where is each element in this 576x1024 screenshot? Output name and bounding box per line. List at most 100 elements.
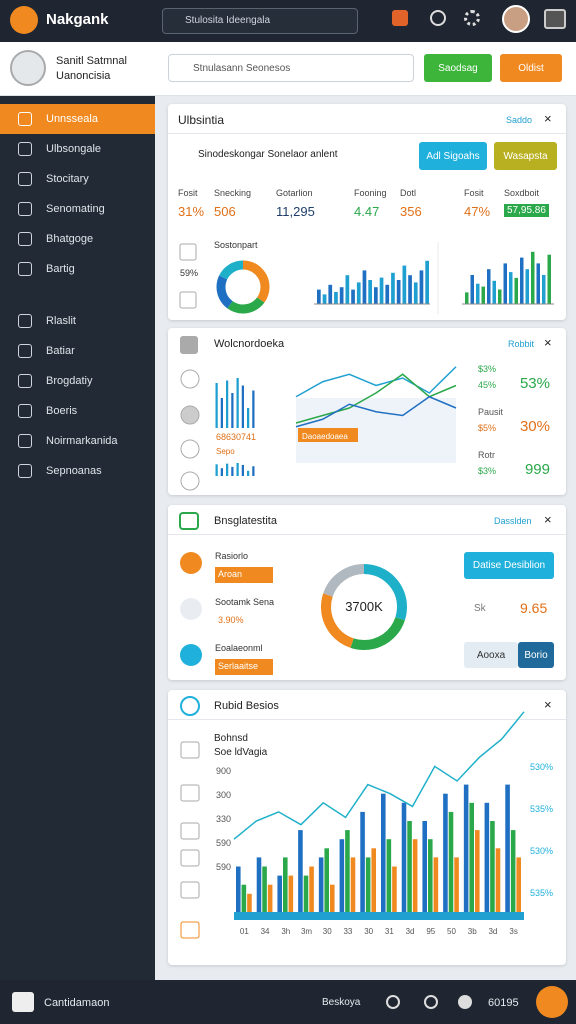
- button[interactable]: Datise Desiblion: [464, 552, 554, 579]
- menu-icon: [18, 112, 32, 126]
- toolbar: Sanitl Satmnal Uanoncisia Stnulasann Seo…: [0, 42, 576, 96]
- icon[interactable]: [386, 995, 400, 1009]
- bar: [339, 287, 344, 304]
- icon: [180, 471, 200, 491]
- stat-label: Sk: [474, 603, 486, 614]
- menu-item[interactable]: Noirmarkanida: [46, 435, 118, 447]
- stat-value: 9.65: [520, 600, 548, 616]
- menu-item[interactable]: Unnsseala: [0, 104, 155, 134]
- icon: [180, 849, 200, 867]
- bar: [360, 811, 365, 912]
- link[interactable]: Robbit: [508, 339, 535, 349]
- button[interactable]: Adl Sigoahs: [419, 142, 487, 170]
- bar: [371, 848, 376, 912]
- bar: [236, 463, 239, 476]
- settings[interactable]: [464, 10, 480, 26]
- stat-label: Fosit: [464, 188, 484, 198]
- close[interactable]: ×: [544, 335, 552, 350]
- window-btn[interactable]: [544, 9, 566, 29]
- menu-icon: [18, 202, 32, 216]
- icon[interactable]: [392, 10, 408, 26]
- brand: Nakgank: [46, 11, 109, 28]
- card-title: Ulbsintia: [178, 113, 225, 127]
- menu-item[interactable]: Rlaslit: [46, 315, 76, 327]
- stat-label: Gotarlion: [276, 188, 313, 198]
- bar: [401, 802, 407, 912]
- close[interactable]: ×: [544, 111, 552, 126]
- icon[interactable]: [430, 10, 446, 26]
- menu-item[interactable]: Boeris: [46, 405, 78, 417]
- bar: [247, 893, 252, 912]
- bar: [492, 280, 496, 304]
- link[interactable]: Saddo: [506, 115, 533, 125]
- icon: [180, 369, 200, 389]
- label: Sepo: [216, 447, 235, 456]
- menu-item[interactable]: Bartig: [46, 263, 75, 275]
- label: 300: [216, 790, 231, 800]
- label: 53%: [520, 375, 550, 392]
- bar: [510, 830, 516, 912]
- label: 45%: [478, 380, 496, 390]
- icon: [180, 822, 200, 840]
- icon: [180, 696, 200, 716]
- bar: [351, 289, 355, 304]
- close[interactable]: ×: [544, 697, 552, 712]
- item-bar: [215, 567, 273, 583]
- label: 330: [216, 814, 231, 824]
- label: 3s: [509, 927, 517, 936]
- label: 3d: [488, 927, 497, 936]
- bar: [334, 292, 338, 304]
- label: $5%: [478, 423, 496, 433]
- bar: [422, 821, 427, 912]
- menu-item[interactable]: Sepnoanas: [46, 465, 102, 477]
- menu-icon: [18, 344, 32, 358]
- stat-label: Soxdboit: [504, 188, 540, 198]
- label: 3b: [468, 927, 477, 936]
- bar: [220, 468, 223, 476]
- card: Wolcnordoeka Robbit × 68630741 Sepo Daoaed…: [168, 328, 566, 495]
- toolbar-search[interactable]: Stnulasann Seonesos: [168, 54, 414, 82]
- menu-item[interactable]: Senomating: [46, 203, 105, 215]
- icon[interactable]: [424, 995, 438, 1009]
- menu-icon: [18, 314, 32, 328]
- close[interactable]: ×: [544, 512, 552, 527]
- icon[interactable]: [458, 995, 472, 1009]
- label: Sootamk Sena: [215, 597, 274, 607]
- bar: [381, 793, 386, 912]
- bar: [536, 263, 540, 304]
- link[interactable]: Dasslden: [494, 516, 532, 526]
- label: 50: [447, 927, 456, 936]
- bar: [516, 857, 521, 912]
- line: [233, 711, 525, 840]
- button[interactable]: Wasapsta: [494, 142, 557, 170]
- menu-item[interactable]: Stocitary: [46, 173, 89, 185]
- icon: [179, 512, 199, 530]
- bar: [226, 380, 229, 428]
- bar: [339, 839, 345, 912]
- bar: [231, 393, 234, 428]
- label: 3h: [281, 927, 290, 936]
- menu-item[interactable]: Bhatgoge: [46, 233, 94, 245]
- button[interactable]: Borio: [518, 642, 554, 668]
- stat-value: 506: [214, 204, 236, 219]
- fab[interactable]: [536, 986, 568, 1018]
- bar: [443, 793, 448, 912]
- button[interactable]: Aooxa: [464, 642, 518, 668]
- bar: [487, 269, 491, 304]
- menu-icon: [18, 374, 32, 388]
- menu-item[interactable]: Batiar: [46, 345, 75, 357]
- top-bar: Nakgank Stulosita Ideengala: [0, 0, 576, 42]
- button[interactable]: Saodsag: [424, 54, 492, 82]
- menu-icon: [18, 434, 32, 448]
- bar: [345, 830, 350, 912]
- search[interactable]: Stulosita Ideengala: [162, 8, 358, 34]
- bar: [267, 884, 273, 912]
- stat-value: 31%: [178, 204, 205, 219]
- label: 3700K: [345, 599, 383, 614]
- menu-item[interactable]: Ulbsongale: [46, 143, 102, 155]
- avatar[interactable]: [502, 5, 530, 33]
- menu-item[interactable]: Brogdatiy: [46, 375, 93, 387]
- bar: [350, 857, 356, 912]
- button[interactable]: Oldist: [500, 54, 562, 82]
